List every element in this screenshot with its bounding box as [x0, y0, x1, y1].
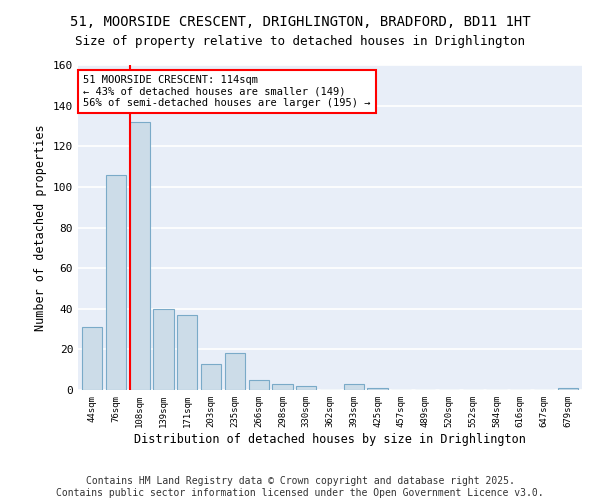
Y-axis label: Number of detached properties: Number of detached properties	[34, 124, 47, 331]
Text: Contains HM Land Registry data © Crown copyright and database right 2025.
Contai: Contains HM Land Registry data © Crown c…	[56, 476, 544, 498]
Bar	[296, 386, 316, 390]
Bar	[272, 384, 293, 390]
Bar	[201, 364, 221, 390]
Bar	[248, 380, 269, 390]
Bar	[225, 354, 245, 390]
Bar	[82, 327, 103, 390]
Bar	[106, 174, 126, 390]
Bar	[344, 384, 364, 390]
X-axis label: Distribution of detached houses by size in Drighlington: Distribution of detached houses by size …	[134, 432, 526, 446]
Bar	[177, 315, 197, 390]
Text: Size of property relative to detached houses in Drighlington: Size of property relative to detached ho…	[75, 35, 525, 48]
Text: 51, MOORSIDE CRESCENT, DRIGHLINGTON, BRADFORD, BD11 1HT: 51, MOORSIDE CRESCENT, DRIGHLINGTON, BRA…	[70, 15, 530, 29]
Bar	[130, 122, 150, 390]
Bar	[367, 388, 388, 390]
Bar	[154, 308, 173, 390]
Bar	[557, 388, 578, 390]
Text: 51 MOORSIDE CRESCENT: 114sqm
← 43% of detached houses are smaller (149)
56% of s: 51 MOORSIDE CRESCENT: 114sqm ← 43% of de…	[83, 74, 371, 108]
